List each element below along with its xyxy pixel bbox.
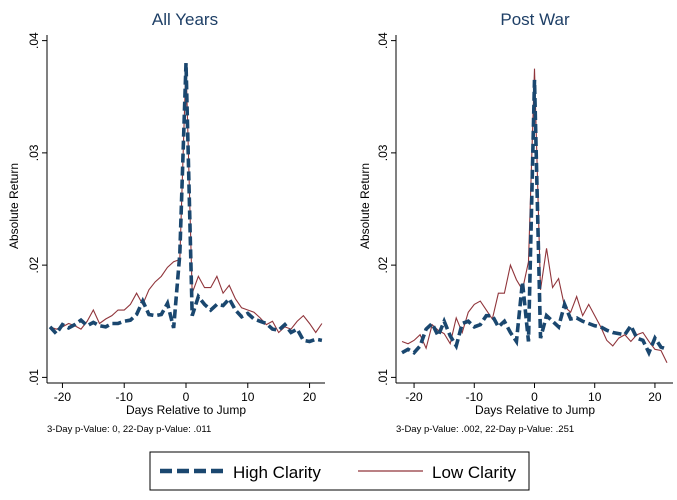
panel-post-war: Post War Absolute Return Days Relative t… (358, 10, 673, 435)
legend-label-low-clarity: Low Clarity (432, 463, 517, 482)
y-tick-label: .04 (27, 32, 41, 49)
x-tick-label: 0 (183, 390, 190, 404)
x-tick-label: 10 (588, 390, 602, 404)
y-axis-label: Absolute Return (7, 163, 21, 249)
y-tick-label: .03 (27, 144, 41, 161)
x-tick-label: -10 (116, 390, 134, 404)
legend-label-high-clarity: High Clarity (233, 463, 321, 482)
y-tick-label: .03 (376, 144, 390, 161)
plot-content: -20 -10 0 10 20 .01 .02 .03 .04 (27, 32, 325, 404)
series-line-high-clarity (48, 63, 323, 344)
x-tick-label: -20 (405, 390, 423, 404)
y-tick-label: .01 (27, 369, 41, 386)
x-tick-label: 0 (531, 390, 538, 404)
panel-all-years: All Years Absolute Return Days Relative … (7, 10, 325, 435)
plot-content: -20 -10 0 10 20 .01 .02 .03 .04 (376, 32, 673, 404)
p-value-note: 3-Day p-Value: .002, 22-Day p-Value: .25… (396, 424, 574, 435)
x-tick-label: 10 (241, 390, 255, 404)
panel-title: All Years (152, 10, 218, 29)
series-line-high-clarity (401, 79, 668, 358)
y-axis-label: Absolute Return (358, 163, 372, 249)
x-axis-label: Days Relative to Jump (126, 403, 246, 417)
y-tick-label: .02 (376, 256, 390, 273)
series-line-low-clarity (401, 68, 668, 364)
panel-title: Post War (500, 10, 570, 29)
y-tick-label: .01 (376, 369, 390, 386)
x-axis-label: Days Relative to Jump (475, 403, 595, 417)
legend: High Clarity Low Clarity (149, 451, 530, 491)
x-tick-label: 20 (648, 390, 662, 404)
y-tick-label: .02 (27, 256, 41, 273)
p-value-note: 3-Day p-Value: 0, 22-Day p-Value: .011 (47, 424, 211, 435)
x-tick-label: 20 (303, 390, 317, 404)
x-tick-label: -20 (54, 390, 72, 404)
y-tick-label: .04 (376, 32, 390, 49)
x-tick-label: -10 (466, 390, 484, 404)
